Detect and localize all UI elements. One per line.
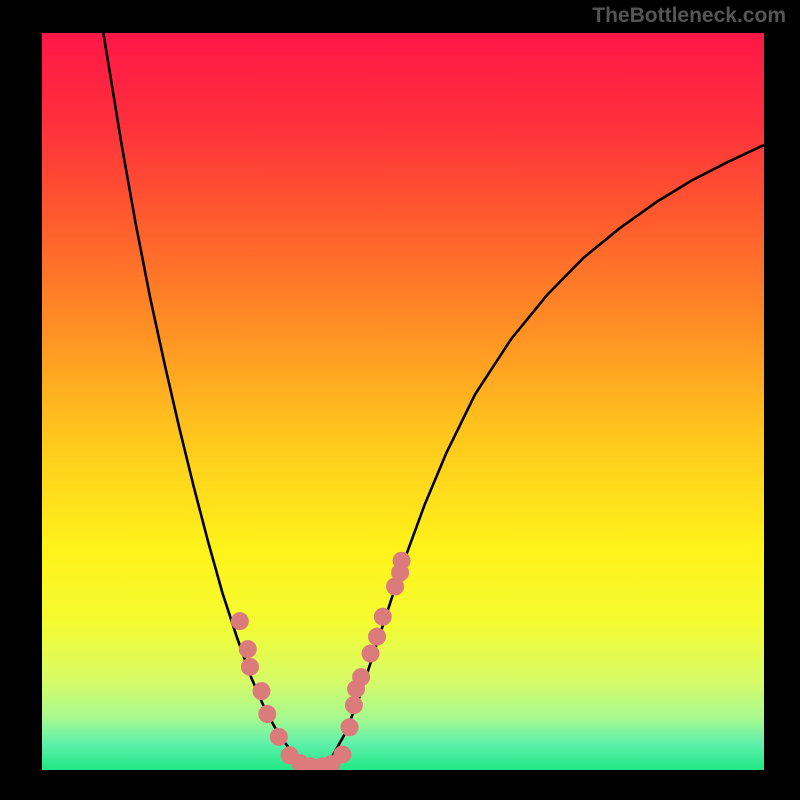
- data-marker: [345, 697, 362, 714]
- curve-left-branch: [103, 33, 312, 770]
- chart-svg: [42, 33, 764, 770]
- curve-right-branch: [313, 145, 764, 770]
- data-marker: [393, 552, 410, 569]
- data-marker: [239, 641, 256, 658]
- data-marker: [241, 658, 258, 675]
- watermark-text: TheBottleneck.com: [592, 4, 786, 28]
- data-marker: [253, 683, 270, 700]
- data-marker: [231, 613, 248, 630]
- plot-area: [42, 33, 764, 770]
- data-marker: [362, 645, 379, 662]
- data-marker: [270, 728, 287, 745]
- data-marker: [334, 746, 351, 763]
- data-marker: [259, 705, 276, 722]
- data-marker: [341, 719, 358, 736]
- marker-group: [231, 552, 410, 770]
- data-marker: [374, 608, 391, 625]
- data-marker: [369, 628, 386, 645]
- data-marker: [353, 669, 370, 686]
